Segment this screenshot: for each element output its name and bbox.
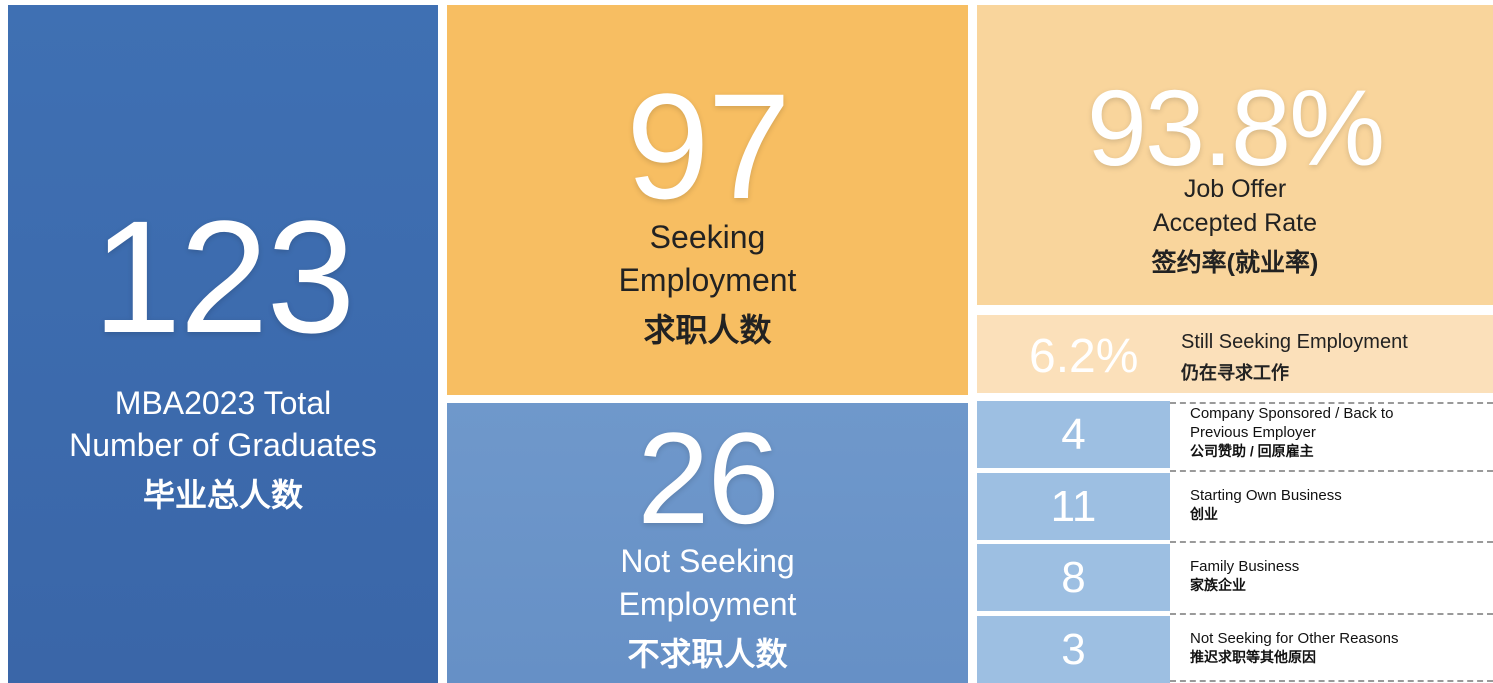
row-label-cn: 创业 [1190,505,1218,522]
total-label: MBA2023 Total [114,385,332,421]
still-seeking-panel: 6.2% Still Seeking Employment 仍在寻求工作 [977,315,1493,393]
row-label: Company Sponsored / Back to Previous Empl… [1190,404,1393,461]
accepted-label: Job Offer [1183,175,1287,203]
row-label-cn: 家族企业 [1190,576,1246,593]
not-seeking-panel: 26 Not Seeking Employment 不求职人数 [447,403,968,683]
row-label-cn: 公司赞助 / 回原雇主 [1190,443,1314,459]
not-seeking-value: 26 [637,405,780,551]
not-seeking-label: Employment [618,586,797,622]
still-seeking-value: 6.2% [1029,330,1139,383]
not-seeking-label-cn: 不求职人数 [627,636,788,672]
row-divider [1170,541,1493,543]
row-label: Not Seeking for Other Reasons 推迟求职等其他原因 [1190,629,1398,667]
seeking-label: Seeking [649,219,766,255]
seeking-value: 97 [626,62,791,230]
row-label-line: Company Sponsored / Back to [1190,405,1394,422]
accepted-label: Accepted Rate [1153,209,1317,237]
row-label-line: Family Business [1190,557,1300,575]
row-value: 8 [977,544,1170,611]
row-value: 4 [977,401,1170,468]
total-panel: 123 MBA2023 Total Number of Graduates 毕业… [8,5,438,683]
still-seeking-label-cn: 仍在寻求工作 [1181,363,1289,383]
row-value: 3 [977,616,1170,683]
row-divider [1170,613,1493,615]
row-label: Family Business 家族企业 [1190,557,1299,595]
row-label: Starting Own Business 创业 [1190,486,1342,524]
still-seeking-label: Still Seeking Employment [1181,331,1408,353]
total-label-cn: 毕业总人数 [142,477,303,513]
row-divider [1170,470,1493,472]
row-divider [1170,402,1493,404]
row-value: 11 [977,473,1170,540]
row-label-line: Not Seeking for Other Reasons [1190,629,1399,647]
seeking-label-cn: 求职人数 [643,312,772,348]
row-label-cn: 推迟求职等其他原因 [1190,648,1316,665]
total-label: Number of Graduates [69,427,377,463]
accepted-panel: 93.8% Job Offer Accepted Rate 签约率(就业率) [977,5,1493,305]
row-divider [1170,680,1493,682]
row-label-line: Previous Employer [1190,424,1316,441]
seeking-label: Employment [618,262,797,298]
row-label-line: Starting Own Business [1190,486,1342,504]
not-seeking-label: Not Seeking [620,543,795,579]
seeking-panel: 97 Seeking Employment 求职人数 [447,5,968,395]
accepted-label-cn: 签约率(就业率) [1151,249,1319,277]
total-value: 123 [92,187,356,366]
accepted-value: 93.8% [1086,67,1385,188]
